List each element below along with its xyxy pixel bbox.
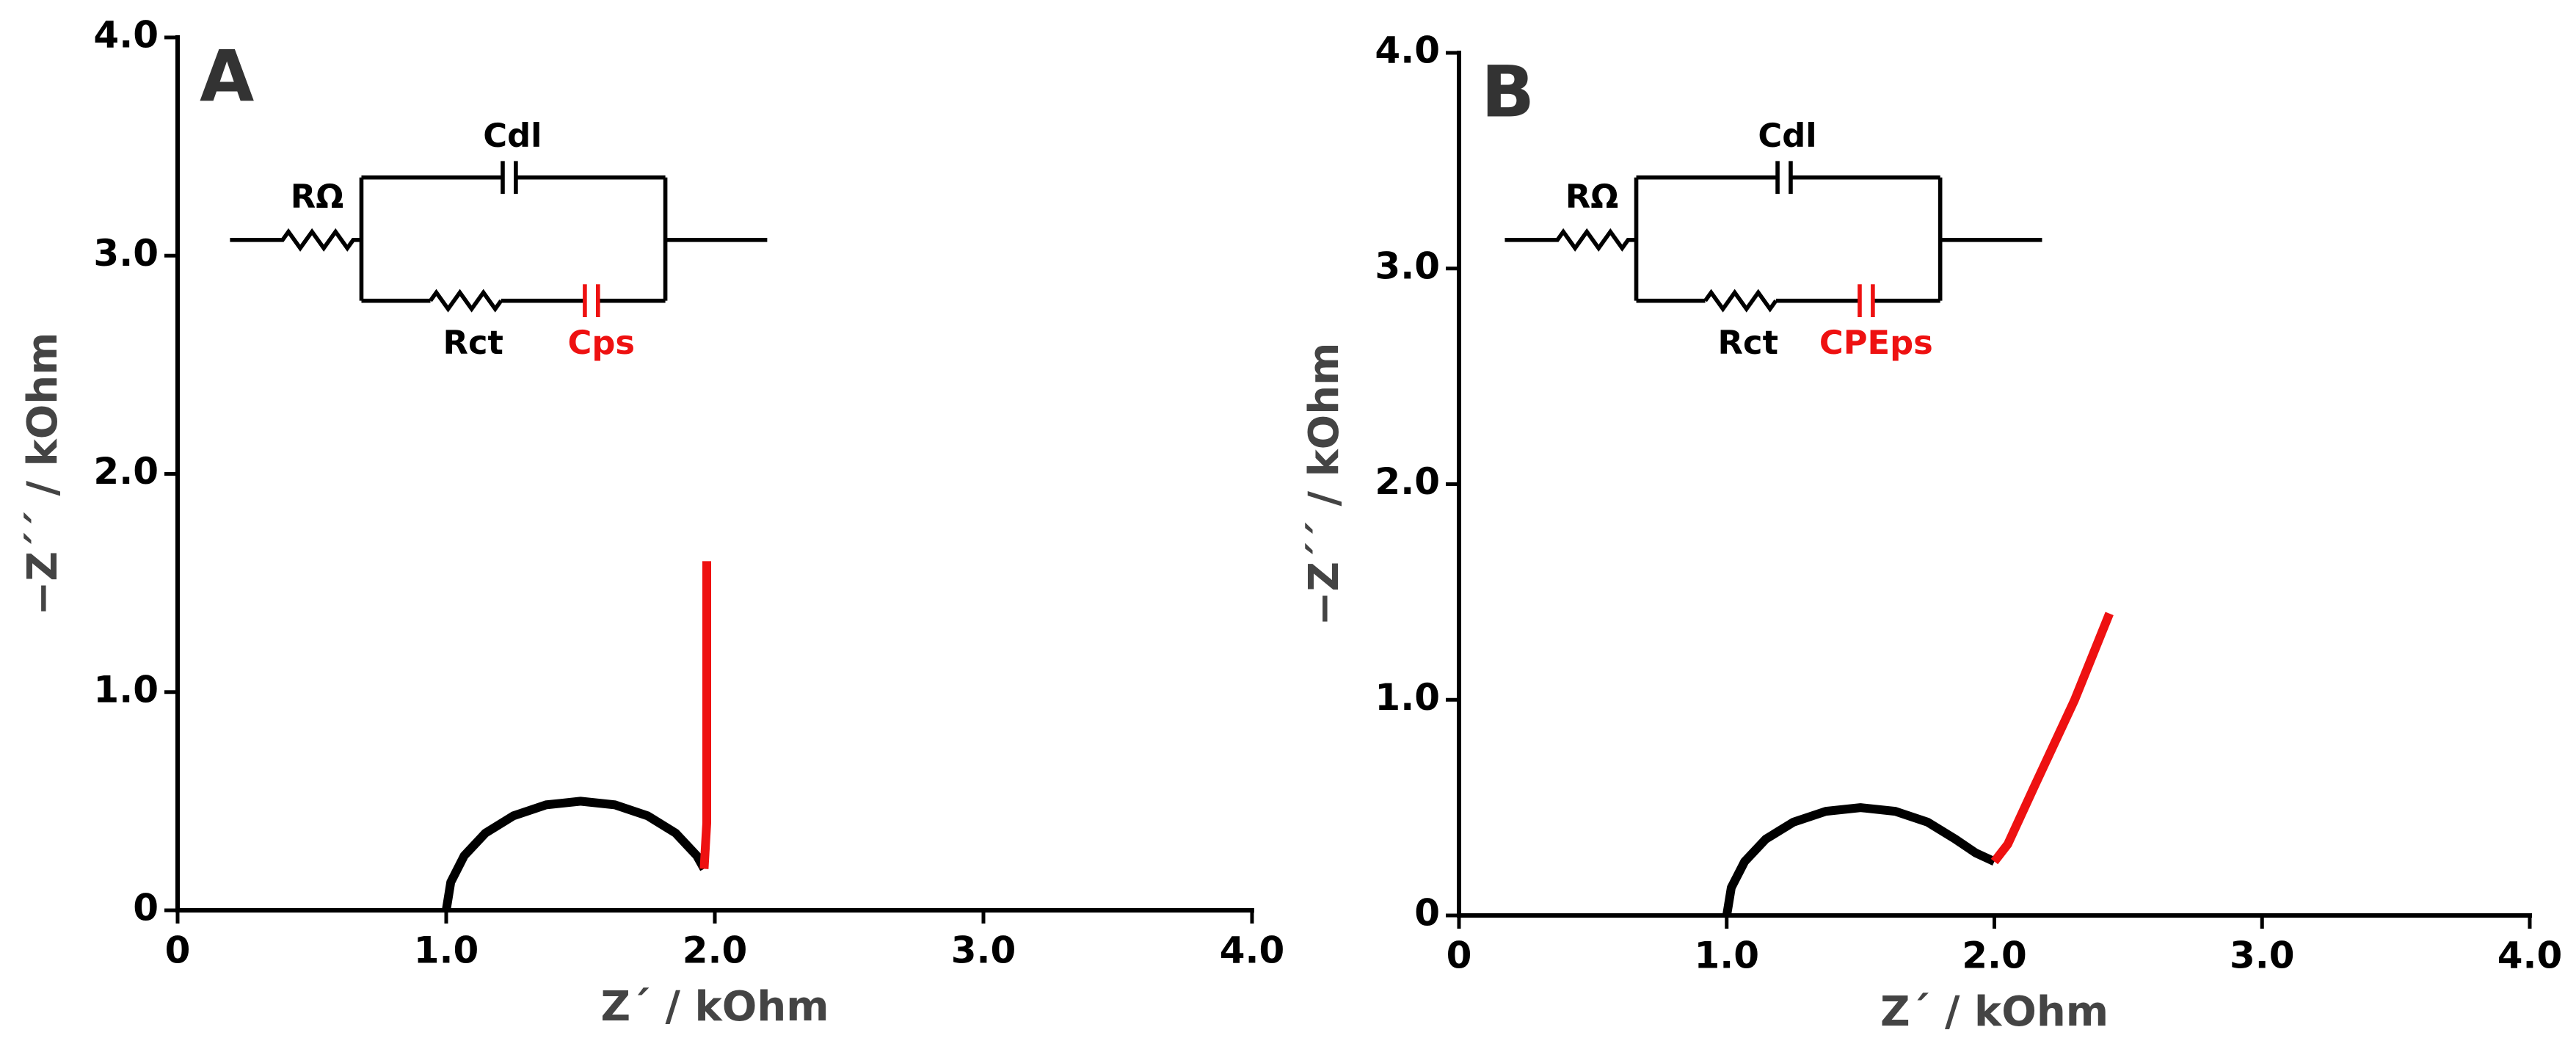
x-tick-label: 4.0 [1220, 929, 1285, 972]
x-tick-label: 1.0 [1694, 935, 1759, 977]
capacitor [1858, 284, 1875, 318]
x-tick-label: 3.0 [2230, 935, 2295, 977]
y-tick-label: 4.0 [93, 14, 159, 57]
circuit-label: Rct [443, 323, 503, 362]
y-tick-label: 4.0 [1375, 29, 1440, 72]
panel: 0 1.0 2.0 3.0 4.0 0 1.0 2.0 3.0 4.0 Z´ / kOhm −Z´´ … [1300, 29, 2562, 1037]
y-axis-label: −Z´´ / kOhm [1300, 342, 1348, 625]
circuit: RΩ Cdl Rct CPEps [1505, 116, 2042, 362]
x-tick-label: 2.0 [683, 929, 748, 972]
x-tick-label: 0 [165, 929, 191, 972]
capacitor [501, 161, 518, 195]
wire [230, 175, 768, 303]
circuit-label: Rct [1718, 323, 1778, 362]
y-axis-label: −Z´´ / kOhm [19, 332, 67, 615]
x-tick-label: 1.0 [414, 929, 479, 972]
y-tick-label: 2.0 [93, 450, 159, 493]
x-tick-label: 3.0 [951, 929, 1016, 972]
circuit-label: Cps [568, 323, 636, 362]
panel-label: B [1481, 51, 1535, 133]
x-tick-label: 4.0 [2497, 935, 2563, 977]
circuit-label: RΩ [291, 177, 344, 216]
wire [1505, 175, 2042, 303]
capacitor [1775, 161, 1793, 195]
x-tick-label: 0 [1447, 935, 1472, 977]
curve [1722, 803, 1997, 916]
circuit-label: Cdl [483, 116, 542, 155]
y-tick-label: 3.0 [93, 232, 159, 275]
circuit: RΩ Cdl Rct Cps [230, 116, 768, 362]
x-tick-label: 2.0 [1962, 935, 2027, 977]
y-tick-label: 1.0 [1375, 676, 1440, 719]
y-tick-label: 0 [1414, 892, 1440, 935]
circuit-label: RΩ [1565, 177, 1619, 216]
x-axis-label: Z´ / kOhm [600, 983, 829, 1031]
curve [699, 561, 711, 869]
y-tick-label: 1.0 [93, 668, 159, 711]
x-axis-label: Z´ / kOhm [1880, 988, 2109, 1036]
circuit-label: Cdl [1758, 116, 1816, 155]
resistor [1703, 289, 1778, 313]
resistor [429, 289, 503, 313]
y-tick-label: 0 [133, 887, 159, 929]
y-tick-label: 3.0 [1375, 244, 1440, 287]
circuit-label: CPEps [1819, 323, 1933, 362]
panel-label: A [200, 35, 254, 117]
capacitor [583, 284, 600, 318]
curve [1990, 612, 2114, 865]
curve [442, 797, 708, 911]
panel: 0 1.0 2.0 3.0 4.0 0 1.0 2.0 3.0 4.0 Z´ / kOhm −Z´´ … [19, 14, 1284, 1031]
y-tick-label: 2.0 [1375, 460, 1440, 503]
